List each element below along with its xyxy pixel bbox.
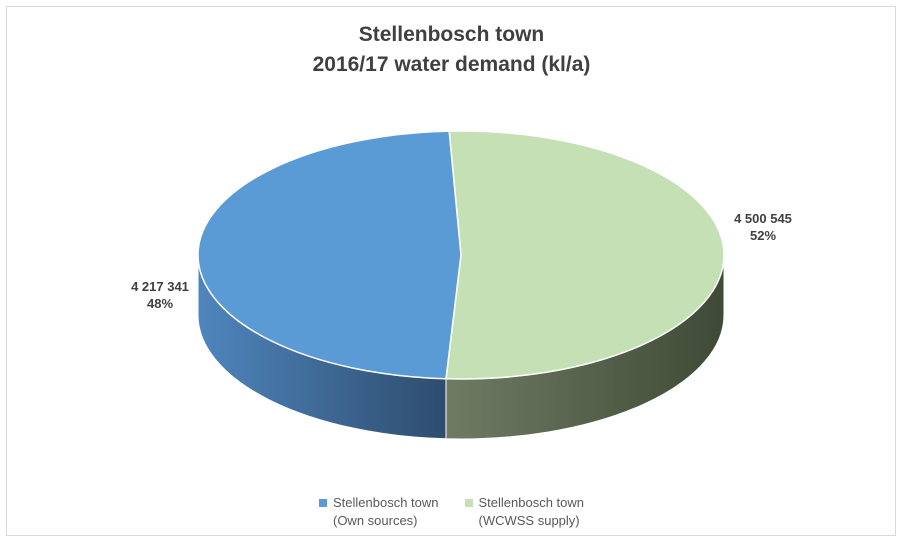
pie-slice-wcwss-supply xyxy=(445,130,725,380)
data-label-wcwss-supply: 4 500 545 52% xyxy=(713,210,813,244)
pie-slice-own-sources xyxy=(197,130,462,380)
pie-tops xyxy=(197,130,725,380)
legend-label-wcwss-supply-line-1: Stellenbosch town xyxy=(478,495,585,510)
chart-title: Stellenbosch town 2016/17 water demand (… xyxy=(0,20,903,80)
data-label-wcwss-supply-percent: 52% xyxy=(749,228,777,243)
chart-title-line-2: 2016/17 water demand (kl/a) xyxy=(312,53,591,76)
legend-label-own-sources-line-1: Stellenbosch town xyxy=(332,495,439,510)
legend-item-own-sources: Stellenbosch town (Own sources) xyxy=(318,494,439,530)
data-label-own-sources-value: 4 217 341 xyxy=(131,279,189,294)
legend-label-wcwss-supply-line-2: (WCWSS supply) xyxy=(478,513,580,528)
data-label-own-sources-percent: 48% xyxy=(146,296,174,311)
legend-swatch-wcwss-supply xyxy=(464,499,473,507)
chart-title-line-1: Stellenbosch town xyxy=(358,23,545,46)
legend: Stellenbosch town (Own sources) Stellenb… xyxy=(0,494,903,530)
data-label-own-sources: 4 217 341 48% xyxy=(110,278,210,312)
legend-swatch-own-sources xyxy=(318,499,327,507)
data-label-wcwss-supply-value: 4 500 545 xyxy=(734,211,792,226)
legend-label-own-sources-line-2: (Own sources) xyxy=(332,513,418,528)
legend-item-wcwss-supply: Stellenbosch town (WCWSS supply) xyxy=(464,494,585,530)
